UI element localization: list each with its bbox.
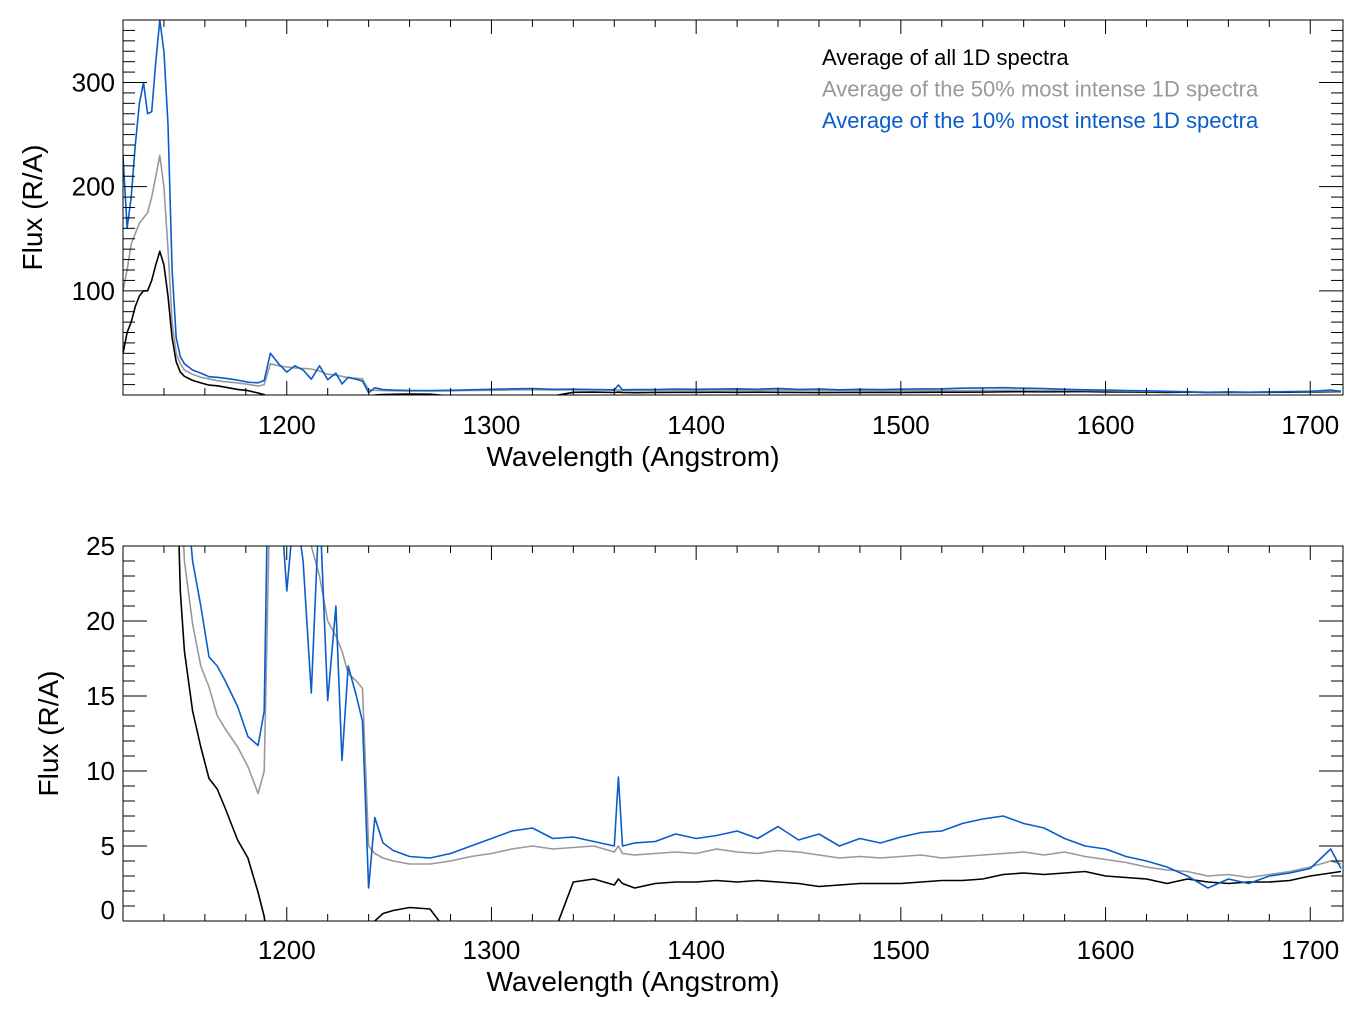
y-tick-label: 25 — [86, 531, 115, 561]
y-axis-label: Flux (R/A) — [17, 145, 48, 271]
chart-panel-2: 1200 1300 1400 1500 1600 1700 0 5 10 15 20 25 Wavele… — [33, 531, 1344, 997]
legend-entry-2: Average of the 50% most intense 1D spect… — [822, 77, 1259, 102]
x-tick-label: 1300 — [463, 935, 521, 965]
y-tick-label: 20 — [86, 606, 115, 636]
y-tick-label: 10 — [86, 756, 115, 786]
series-line-3 — [123, 20, 1342, 394]
series-group — [178, 546, 1342, 921]
y-tick-label: 100 — [72, 276, 115, 306]
x-tick-label: 1600 — [1077, 935, 1135, 965]
x-tick-label: 1700 — [1281, 935, 1339, 965]
series-group — [123, 20, 1342, 395]
legend-entry-3: Average of the 10% most intense 1D spect… — [822, 108, 1259, 133]
plot-frame — [122, 545, 1344, 922]
x-tick-label: 1200 — [258, 410, 316, 440]
series-line-1 — [123, 250, 1342, 395]
legend: Average of all 1D spectra Average of the … — [822, 45, 1259, 133]
x-tick-label: 1300 — [463, 410, 521, 440]
legend-entry-1: Average of all 1D spectra — [822, 45, 1069, 70]
series-line-3 — [190, 546, 1342, 889]
x-axis-label: Wavelength (Angstrom) — [486, 441, 779, 472]
x-tick-label: 1200 — [258, 935, 316, 965]
chart-panel-1: 1200 1300 1400 1500 1600 1700 100 200 300 Wavelen… — [17, 19, 1344, 472]
y-tick-label: 15 — [86, 681, 115, 711]
y-tick-label: 0 — [101, 895, 115, 925]
series-line-2 — [123, 154, 1342, 393]
y-tick-label: 5 — [101, 831, 115, 861]
y-tick-label: 300 — [72, 68, 115, 98]
x-tick-label: 1500 — [872, 410, 930, 440]
x-tick-label: 1400 — [667, 935, 725, 965]
series-line-2 — [182, 546, 1342, 879]
y-tick-label: 200 — [72, 172, 115, 202]
series-line-1 — [178, 546, 1342, 921]
x-axis-label: Wavelength (Angstrom) — [486, 966, 779, 997]
x-tick-label: 1400 — [667, 410, 725, 440]
x-tick-label: 1600 — [1077, 410, 1135, 440]
x-tick-label: 1500 — [872, 935, 930, 965]
y-axis-label: Flux (R/A) — [33, 671, 64, 797]
x-tick-label: 1700 — [1281, 410, 1339, 440]
